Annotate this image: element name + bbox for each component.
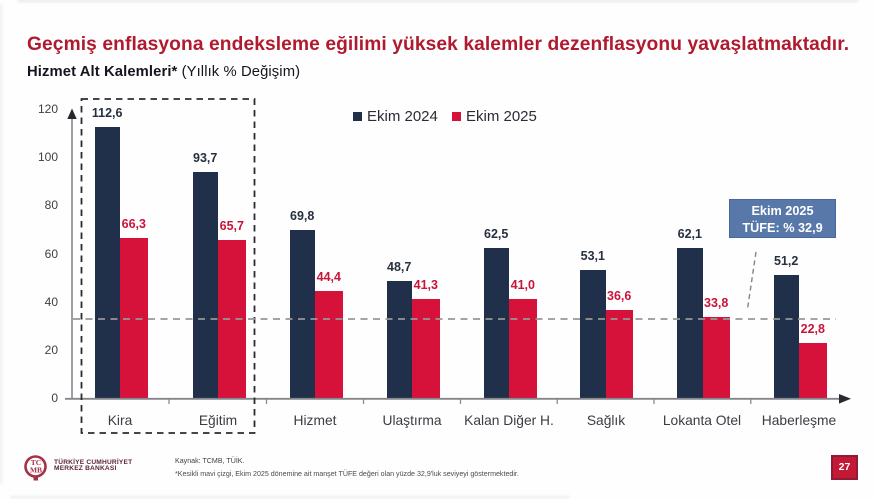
svg-text:MB: MB [30,466,42,475]
svg-text:TC: TC [31,458,41,467]
